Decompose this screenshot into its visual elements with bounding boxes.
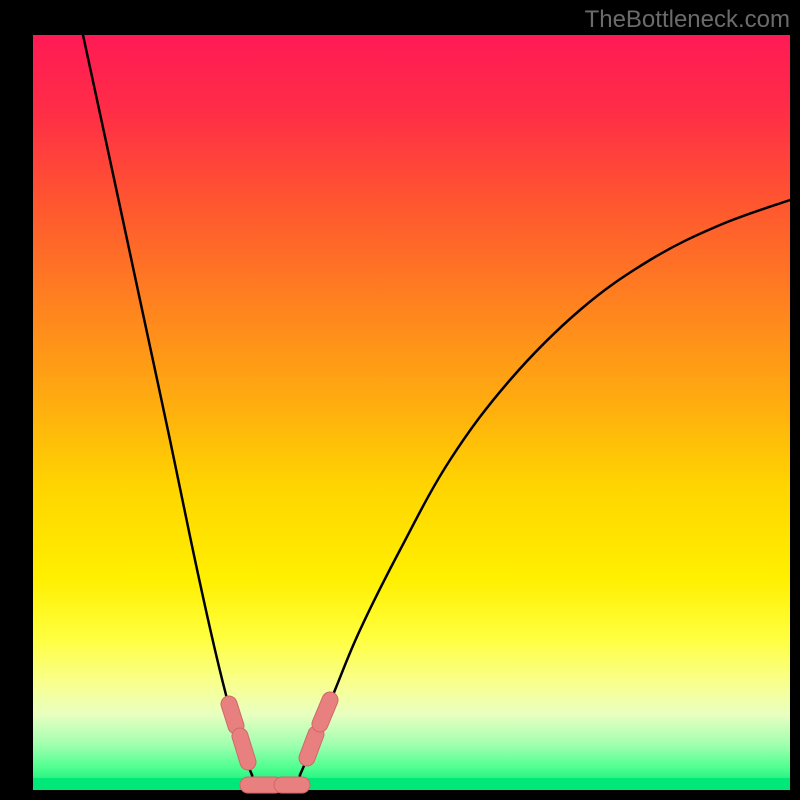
chart-container: TheBottleneck.com [0,0,800,800]
bottleneck-chart [0,0,800,800]
watermark-text: TheBottleneck.com [585,6,790,34]
